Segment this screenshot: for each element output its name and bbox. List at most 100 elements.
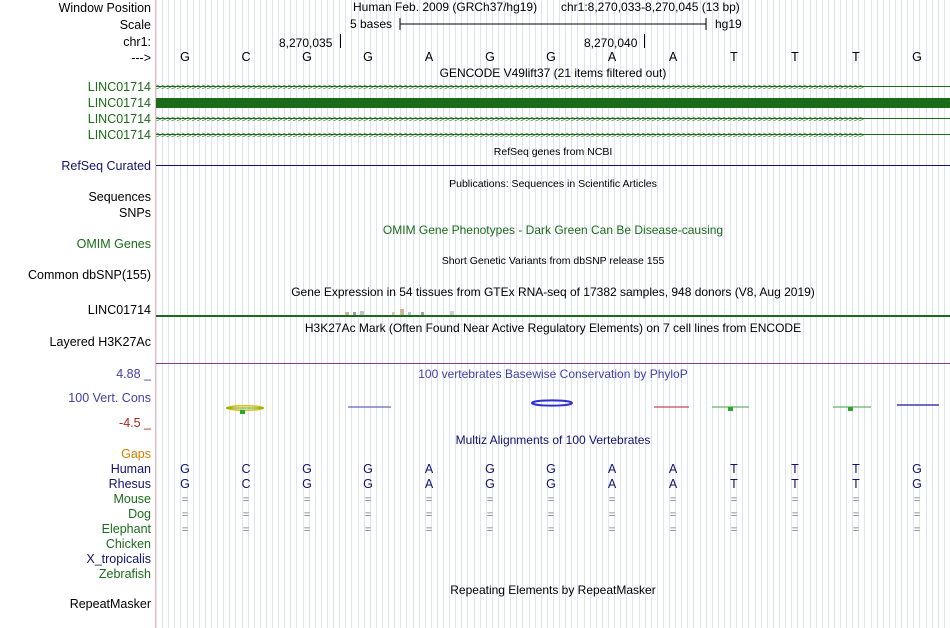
grid-line (266, 0, 267, 628)
multiz-track-title: Multiz Alignments of 100 Vertebrates (455, 433, 651, 447)
gencode-item-label[interactable]: LINC01714 (87, 96, 151, 110)
grid-line (742, 0, 743, 628)
grid-line (480, 0, 481, 628)
grid-line (938, 0, 939, 628)
grid-line (388, 0, 389, 628)
h3k27ac-track-label[interactable]: Layered H3K27Ac (49, 335, 151, 349)
species-label[interactable]: X_tropicalis (86, 552, 151, 566)
refseq-gene-line[interactable] (156, 165, 950, 166)
label-divider (155, 0, 156, 628)
grid-line (272, 0, 273, 628)
aligned-gap-mark: = (791, 509, 799, 521)
species-label[interactable]: Dog (128, 507, 151, 521)
grid-line (907, 0, 908, 628)
grid-line (492, 0, 493, 628)
base-letter: G (912, 50, 922, 64)
grid-line (632, 0, 633, 628)
gencode-transcript-1[interactable]: >>>>>>>>>>>>>>>>>>>>>>>>>>>>>>>>>>>>>>>>… (156, 81, 950, 93)
grid-line (449, 0, 450, 628)
grid-line (278, 0, 279, 628)
repeatmasker-track-label[interactable]: RepeatMasker (69, 597, 151, 611)
aligned-base: A (607, 477, 617, 491)
aligned-base: G (912, 462, 922, 476)
species-label[interactable]: Rhesus (108, 477, 151, 491)
base-letter: T (852, 50, 860, 64)
grid-line (168, 0, 169, 628)
publications-sequences-label[interactable]: Sequences (88, 190, 151, 204)
omim-track-label[interactable]: OMIM Genes (76, 237, 151, 251)
aligned-base: T (730, 477, 738, 491)
grid-line (455, 0, 456, 628)
grid-line (351, 0, 352, 628)
grid-line (303, 0, 304, 628)
grid-line (822, 0, 823, 628)
dbsnp-track-title: Short Genetic Variants from dbSNP releas… (441, 255, 665, 267)
gencode-track-title: GENCODE V49lift37 (21 items filtered out… (439, 66, 667, 80)
aligned-base: G (485, 462, 495, 476)
species-label[interactable]: Chicken (105, 537, 151, 551)
grid-line (406, 0, 407, 628)
aligned-gap-mark: = (364, 509, 372, 521)
grid-line (645, 0, 646, 628)
grid-line (846, 0, 847, 628)
gencode-transcript-2[interactable] (156, 98, 950, 108)
grid-line (242, 0, 243, 628)
tracks-image[interactable]: Human Feb. 2009 (GRCh37/hg19) chr1:8,270… (156, 0, 950, 628)
gtex-expression-plot[interactable] (156, 306, 950, 320)
grid-line (889, 0, 890, 628)
gencode-item-label[interactable]: LINC01714 (87, 128, 151, 142)
aligned-base: A (668, 477, 678, 491)
grid-line (901, 0, 902, 628)
grid-line (828, 0, 829, 628)
grid-line (858, 0, 859, 628)
grid-line (229, 0, 230, 628)
phylop-max-label: 4.88 _ (116, 367, 151, 381)
grid-line (510, 0, 511, 628)
phylop-track-label[interactable]: 100 Vert. Cons (68, 391, 151, 405)
gencode-transcript-4[interactable]: >>>>>>>>>>>>>>>>>>>>>>>>>>>>>>>>>>>>>>>>… (156, 129, 950, 141)
base-letter: T (730, 50, 738, 64)
gencode-transcript-3[interactable]: >>>>>>>>>>>>>>>>>>>>>>>>>>>>>>>>>>>>>>>>… (156, 113, 950, 125)
grid-line (834, 0, 835, 628)
gencode-item-label[interactable]: LINC01714 (87, 112, 151, 126)
grid-line (223, 0, 224, 628)
grid-line (840, 0, 841, 628)
omim-track-title: OMIM Gene Phenotypes - Dark Green Can Be… (382, 223, 724, 237)
aligned-gap-mark: = (303, 494, 311, 506)
grid-line (608, 0, 609, 628)
h3k27ac-signal-line[interactable] (156, 363, 950, 364)
publications-snps-label[interactable]: SNPs (119, 206, 151, 220)
aligned-gap-mark: = (486, 524, 494, 536)
species-label[interactable]: Elephant (101, 522, 151, 536)
aligned-base: T (791, 462, 799, 476)
gtex-track-label[interactable]: LINC01714 (87, 303, 151, 317)
species-label[interactable]: Human (110, 462, 151, 476)
grid-line (211, 0, 212, 628)
aligned-gap-mark: = (486, 494, 494, 506)
grid-line (467, 0, 468, 628)
grid-line (926, 0, 927, 628)
aligned-gap-mark: = (730, 509, 738, 521)
gaps-label[interactable]: Gaps (121, 447, 151, 461)
refseq-track-label[interactable]: RefSeq Curated (61, 159, 151, 173)
grid-line (706, 0, 707, 628)
grid-line (657, 0, 658, 628)
phylop-conservation-plot[interactable] (156, 396, 950, 416)
grid-line (791, 0, 792, 628)
aligned-gap-mark: = (730, 494, 738, 506)
species-label[interactable]: Zebrafish (98, 567, 151, 581)
grid-line (693, 0, 694, 628)
grid-line (669, 0, 670, 628)
grid-line (571, 0, 572, 628)
grid-line (602, 0, 603, 628)
strand-arrows: >>>>>>>>>>>>>>>>>>>>>>>>>>>>>>>>>>>>>>>>… (156, 130, 864, 140)
aligned-base: T (852, 477, 860, 491)
species-label[interactable]: Mouse (113, 492, 151, 506)
grid-line (883, 0, 884, 628)
grid-line (296, 0, 297, 628)
grid-line (443, 0, 444, 628)
aligned-gap-mark: = (181, 494, 189, 506)
dbsnp-track-label[interactable]: Common dbSNP(155) (28, 268, 151, 282)
aligned-base: G (302, 462, 312, 476)
gencode-item-label[interactable]: LINC01714 (87, 80, 151, 94)
